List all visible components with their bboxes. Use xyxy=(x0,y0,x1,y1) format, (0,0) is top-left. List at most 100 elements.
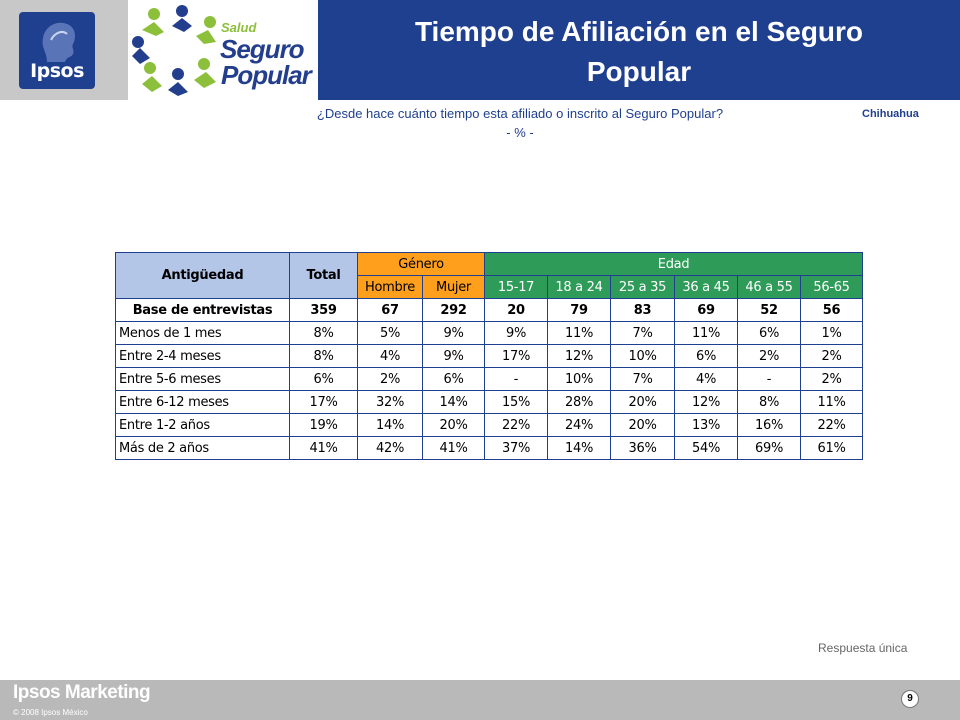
table-cell: 6% xyxy=(674,344,738,368)
table-cell: 52 xyxy=(737,298,801,322)
table-cell: 69% xyxy=(737,436,801,460)
table-row: Entre 1-2 años 19% 14% 20% 22% 24% 20% 1… xyxy=(115,413,864,437)
row-label: Más de 2 años xyxy=(115,436,290,460)
table-cell: 54% xyxy=(674,436,738,460)
table-cell: 8% xyxy=(289,344,358,368)
response-type-note: Respuesta única xyxy=(818,641,908,655)
table-cell: 6% xyxy=(422,367,485,391)
question-text: ¿Desde hace cuánto tiempo esta afiliado … xyxy=(316,106,724,121)
table-cell: 20% xyxy=(422,413,485,437)
header-hombre: Hombre xyxy=(357,275,423,299)
region-label: Chihuahua xyxy=(862,108,919,120)
table-row: Más de 2 años 41% 42% 41% 37% 14% 36% 54… xyxy=(115,436,864,460)
table-cell: 22% xyxy=(484,413,548,437)
table-cell: 12% xyxy=(547,344,611,368)
table-cell: 5% xyxy=(357,321,423,345)
question-unit: - % - xyxy=(506,125,534,140)
table-row: Entre 2-4 meses 8% 4% 9% 17% 12% 10% 6% … xyxy=(115,344,864,368)
header-age-group: 46 a 55 xyxy=(737,275,801,299)
seguro-popular-logo: Salud Seguro Popular xyxy=(128,0,318,100)
table-cell: 41% xyxy=(289,436,358,460)
table-subheader-row: Hombre Mujer 15-17 18 a 24 25 a 35 36 a … xyxy=(116,275,864,299)
logo-seguro-text: Seguro xyxy=(220,34,305,64)
ipsos-logo-text: Ipsos xyxy=(30,60,84,82)
table-cell: 9% xyxy=(422,344,485,368)
table-row: Entre 6-12 meses 17% 32% 14% 15% 28% 20%… xyxy=(115,390,864,414)
table-cell: 13% xyxy=(674,413,738,437)
row-label: Entre 6-12 meses xyxy=(115,390,290,414)
ipsos-logo: Ipsos xyxy=(19,12,95,89)
table-cell: 12% xyxy=(674,390,738,414)
table-header-row: Antigüedad Total Género Edad xyxy=(115,252,864,299)
table-cell: 2% xyxy=(737,344,801,368)
table-cell: 67 xyxy=(357,298,423,322)
row-label: Entre 1-2 años xyxy=(115,413,290,437)
table-cell: 83 xyxy=(610,298,675,322)
table-cell: 69 xyxy=(674,298,738,322)
table-cell: 1% xyxy=(799,321,864,345)
table-row: Entre 5-6 meses 6% 2% 6% - 10% 7% 4% - 2… xyxy=(115,367,864,391)
header-genero: Género xyxy=(357,252,485,276)
table-cell: 292 xyxy=(422,298,485,322)
table-cell: 36% xyxy=(610,436,675,460)
table-cell: 2% xyxy=(357,367,423,391)
table-cell: 37% xyxy=(484,436,548,460)
table-cell: 14% xyxy=(422,390,485,414)
footer-bar: Ipsos Marketing © 2008 Ipsos México 9 xyxy=(0,680,960,720)
table-cell: 42% xyxy=(357,436,423,460)
header-age-group: 15-17 xyxy=(484,275,548,299)
table-cell: 8% xyxy=(737,390,801,414)
row-label: Base de entrevistas xyxy=(115,298,290,322)
table-cell: 10% xyxy=(547,367,611,391)
base-row: Base de entrevistas 359 67 292 20 79 83 … xyxy=(115,298,864,322)
table-cell: 359 xyxy=(289,298,358,322)
row-label: Entre 2-4 meses xyxy=(115,344,290,368)
table-cell: 20% xyxy=(610,390,675,414)
table-cell: 11% xyxy=(547,321,611,345)
table-cell: 79 xyxy=(547,298,611,322)
header-total: Total xyxy=(289,252,358,299)
table-cell: 19% xyxy=(289,413,358,437)
footer-copyright: © 2008 Ipsos México xyxy=(13,708,88,717)
table-cell: - xyxy=(737,367,801,391)
table-cell: 14% xyxy=(357,413,423,437)
footer-brand: Ipsos Marketing xyxy=(13,682,151,703)
table-cell: 11% xyxy=(799,390,864,414)
row-label: Entre 5-6 meses xyxy=(115,367,290,391)
page-title-line2: Popular xyxy=(586,56,692,87)
table-cell: 17% xyxy=(484,344,548,368)
table-cell: 4% xyxy=(357,344,423,368)
table-cell: 11% xyxy=(674,321,738,345)
page-title: Tiempo de Afiliación en el Seguro Popula… xyxy=(318,12,960,92)
results-table: Antigüedad Total Género Edad Hombre Muje… xyxy=(115,252,864,460)
row-label: Menos de 1 mes xyxy=(115,321,290,345)
table-cell: 14% xyxy=(547,436,611,460)
table-cell: 7% xyxy=(610,321,675,345)
question-subtitle: ¿Desde hace cuánto tiempo esta afiliado … xyxy=(230,104,810,142)
table-cell: 20% xyxy=(610,413,675,437)
people-circle-icon xyxy=(132,5,216,96)
table-cell: 15% xyxy=(484,390,548,414)
table-cell: 17% xyxy=(289,390,358,414)
header-mujer: Mujer xyxy=(422,275,485,299)
header-age-group: 18 a 24 xyxy=(547,275,611,299)
header-age-group: 56-65 xyxy=(799,275,864,299)
header-edad: Edad xyxy=(483,252,864,276)
table-cell: 41% xyxy=(422,436,485,460)
table-cell: 20 xyxy=(484,298,548,322)
page-number-badge: 9 xyxy=(901,690,919,708)
table-cell: 8% xyxy=(289,321,358,345)
face-profile-icon xyxy=(42,22,75,62)
page-title-line1: Tiempo de Afiliación en el Seguro xyxy=(414,16,864,47)
title-bar: Tiempo de Afiliación en el Seguro Popula… xyxy=(318,0,960,100)
table-cell: 7% xyxy=(610,367,675,391)
logo-salud-text: Salud xyxy=(221,20,257,35)
table-cell: 4% xyxy=(674,367,738,391)
table-cell: 61% xyxy=(799,436,864,460)
logo-popular-text: Popular xyxy=(221,60,312,90)
table-cell: 22% xyxy=(799,413,864,437)
table-cell: 10% xyxy=(610,344,675,368)
header-age-group: 36 a 45 xyxy=(674,275,738,299)
table-cell: 2% xyxy=(799,367,864,391)
